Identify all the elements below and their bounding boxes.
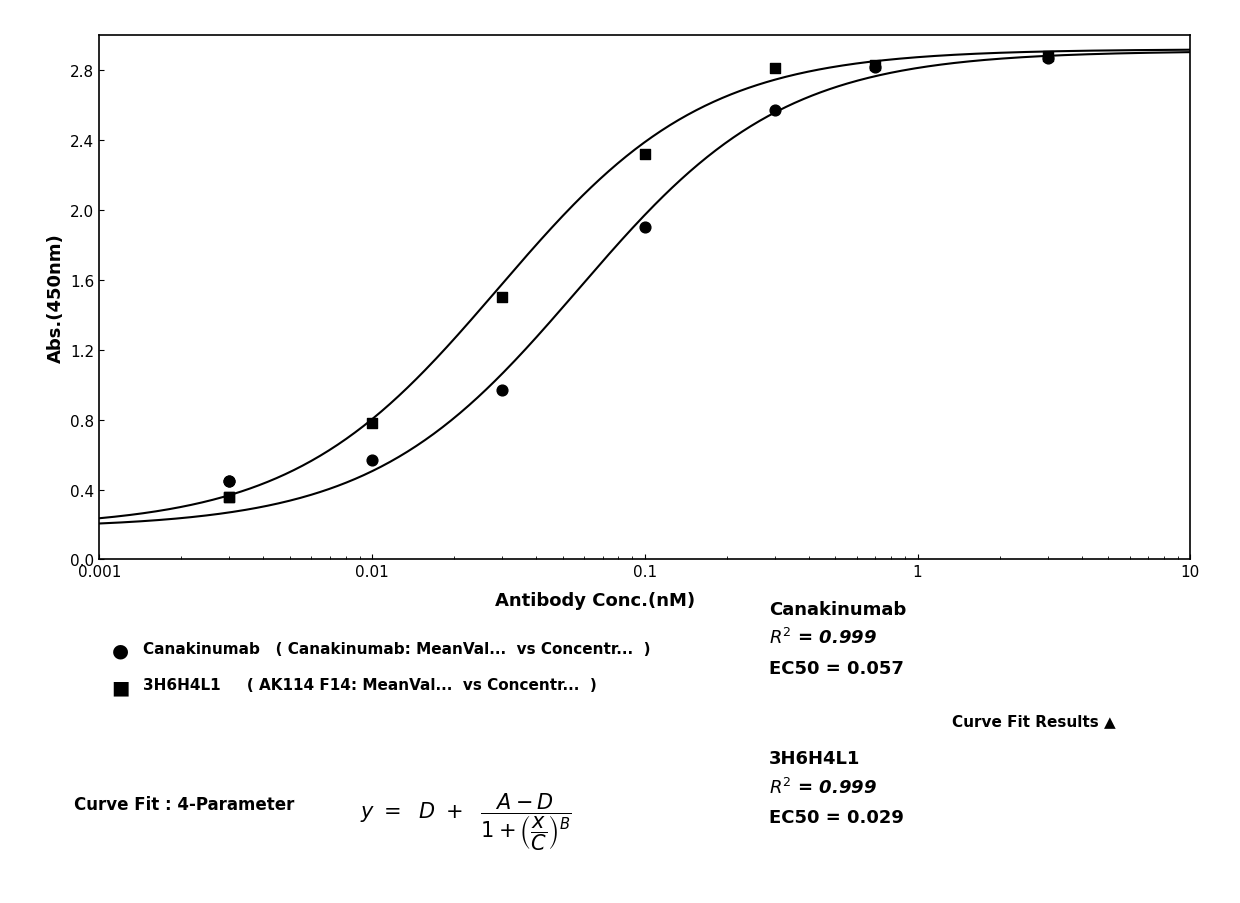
Text: Canakinumab: Canakinumab [769,600,906,619]
Text: Canakinumab   ( Canakinumab: MeanVal...  vs Concentr...  ): Canakinumab ( Canakinumab: MeanVal... vs… [143,641,650,656]
Point [765,62,785,77]
Point [362,416,382,431]
Point [635,221,655,236]
Y-axis label: Abs.(450nm): Abs.(450nm) [47,233,64,363]
Text: $R^2$ = 0.999: $R^2$ = 0.999 [769,628,877,647]
Text: EC50 = 0.057: EC50 = 0.057 [769,659,904,677]
Point [219,474,239,489]
Point [866,59,885,73]
Point [219,489,239,504]
Text: $R^2$ = 0.999: $R^2$ = 0.999 [769,777,877,796]
Text: 3H6H4L1     ( AK114 F14: MeanVal...  vs Concentr...  ): 3H6H4L1 ( AK114 F14: MeanVal... vs Conce… [143,677,596,693]
Text: EC50 = 0.029: EC50 = 0.029 [769,808,904,826]
Text: Curve Fit : 4-Parameter: Curve Fit : 4-Parameter [74,795,295,813]
Point [1038,50,1058,64]
Text: 3H6H4L1: 3H6H4L1 [769,749,861,768]
Point [765,104,785,118]
Text: Curve Fit Results ▲: Curve Fit Results ▲ [952,713,1116,729]
Text: ■: ■ [112,677,130,696]
Point [219,489,239,504]
Point [1038,51,1058,66]
Text: $y\ =\ \ D\ +\ \ \dfrac{A-D}{1+\left(\dfrac{x}{C}\right)^B}$: $y\ =\ \ D\ +\ \ \dfrac{A-D}{1+\left(\df… [360,790,572,852]
Text: Antibody Conc.(nM): Antibody Conc.(nM) [495,591,696,610]
Point [362,453,382,468]
Point [635,147,655,162]
Point [492,383,512,397]
Point [219,474,239,489]
Point [866,61,885,75]
Point [492,291,512,305]
Text: ●: ● [112,641,129,660]
